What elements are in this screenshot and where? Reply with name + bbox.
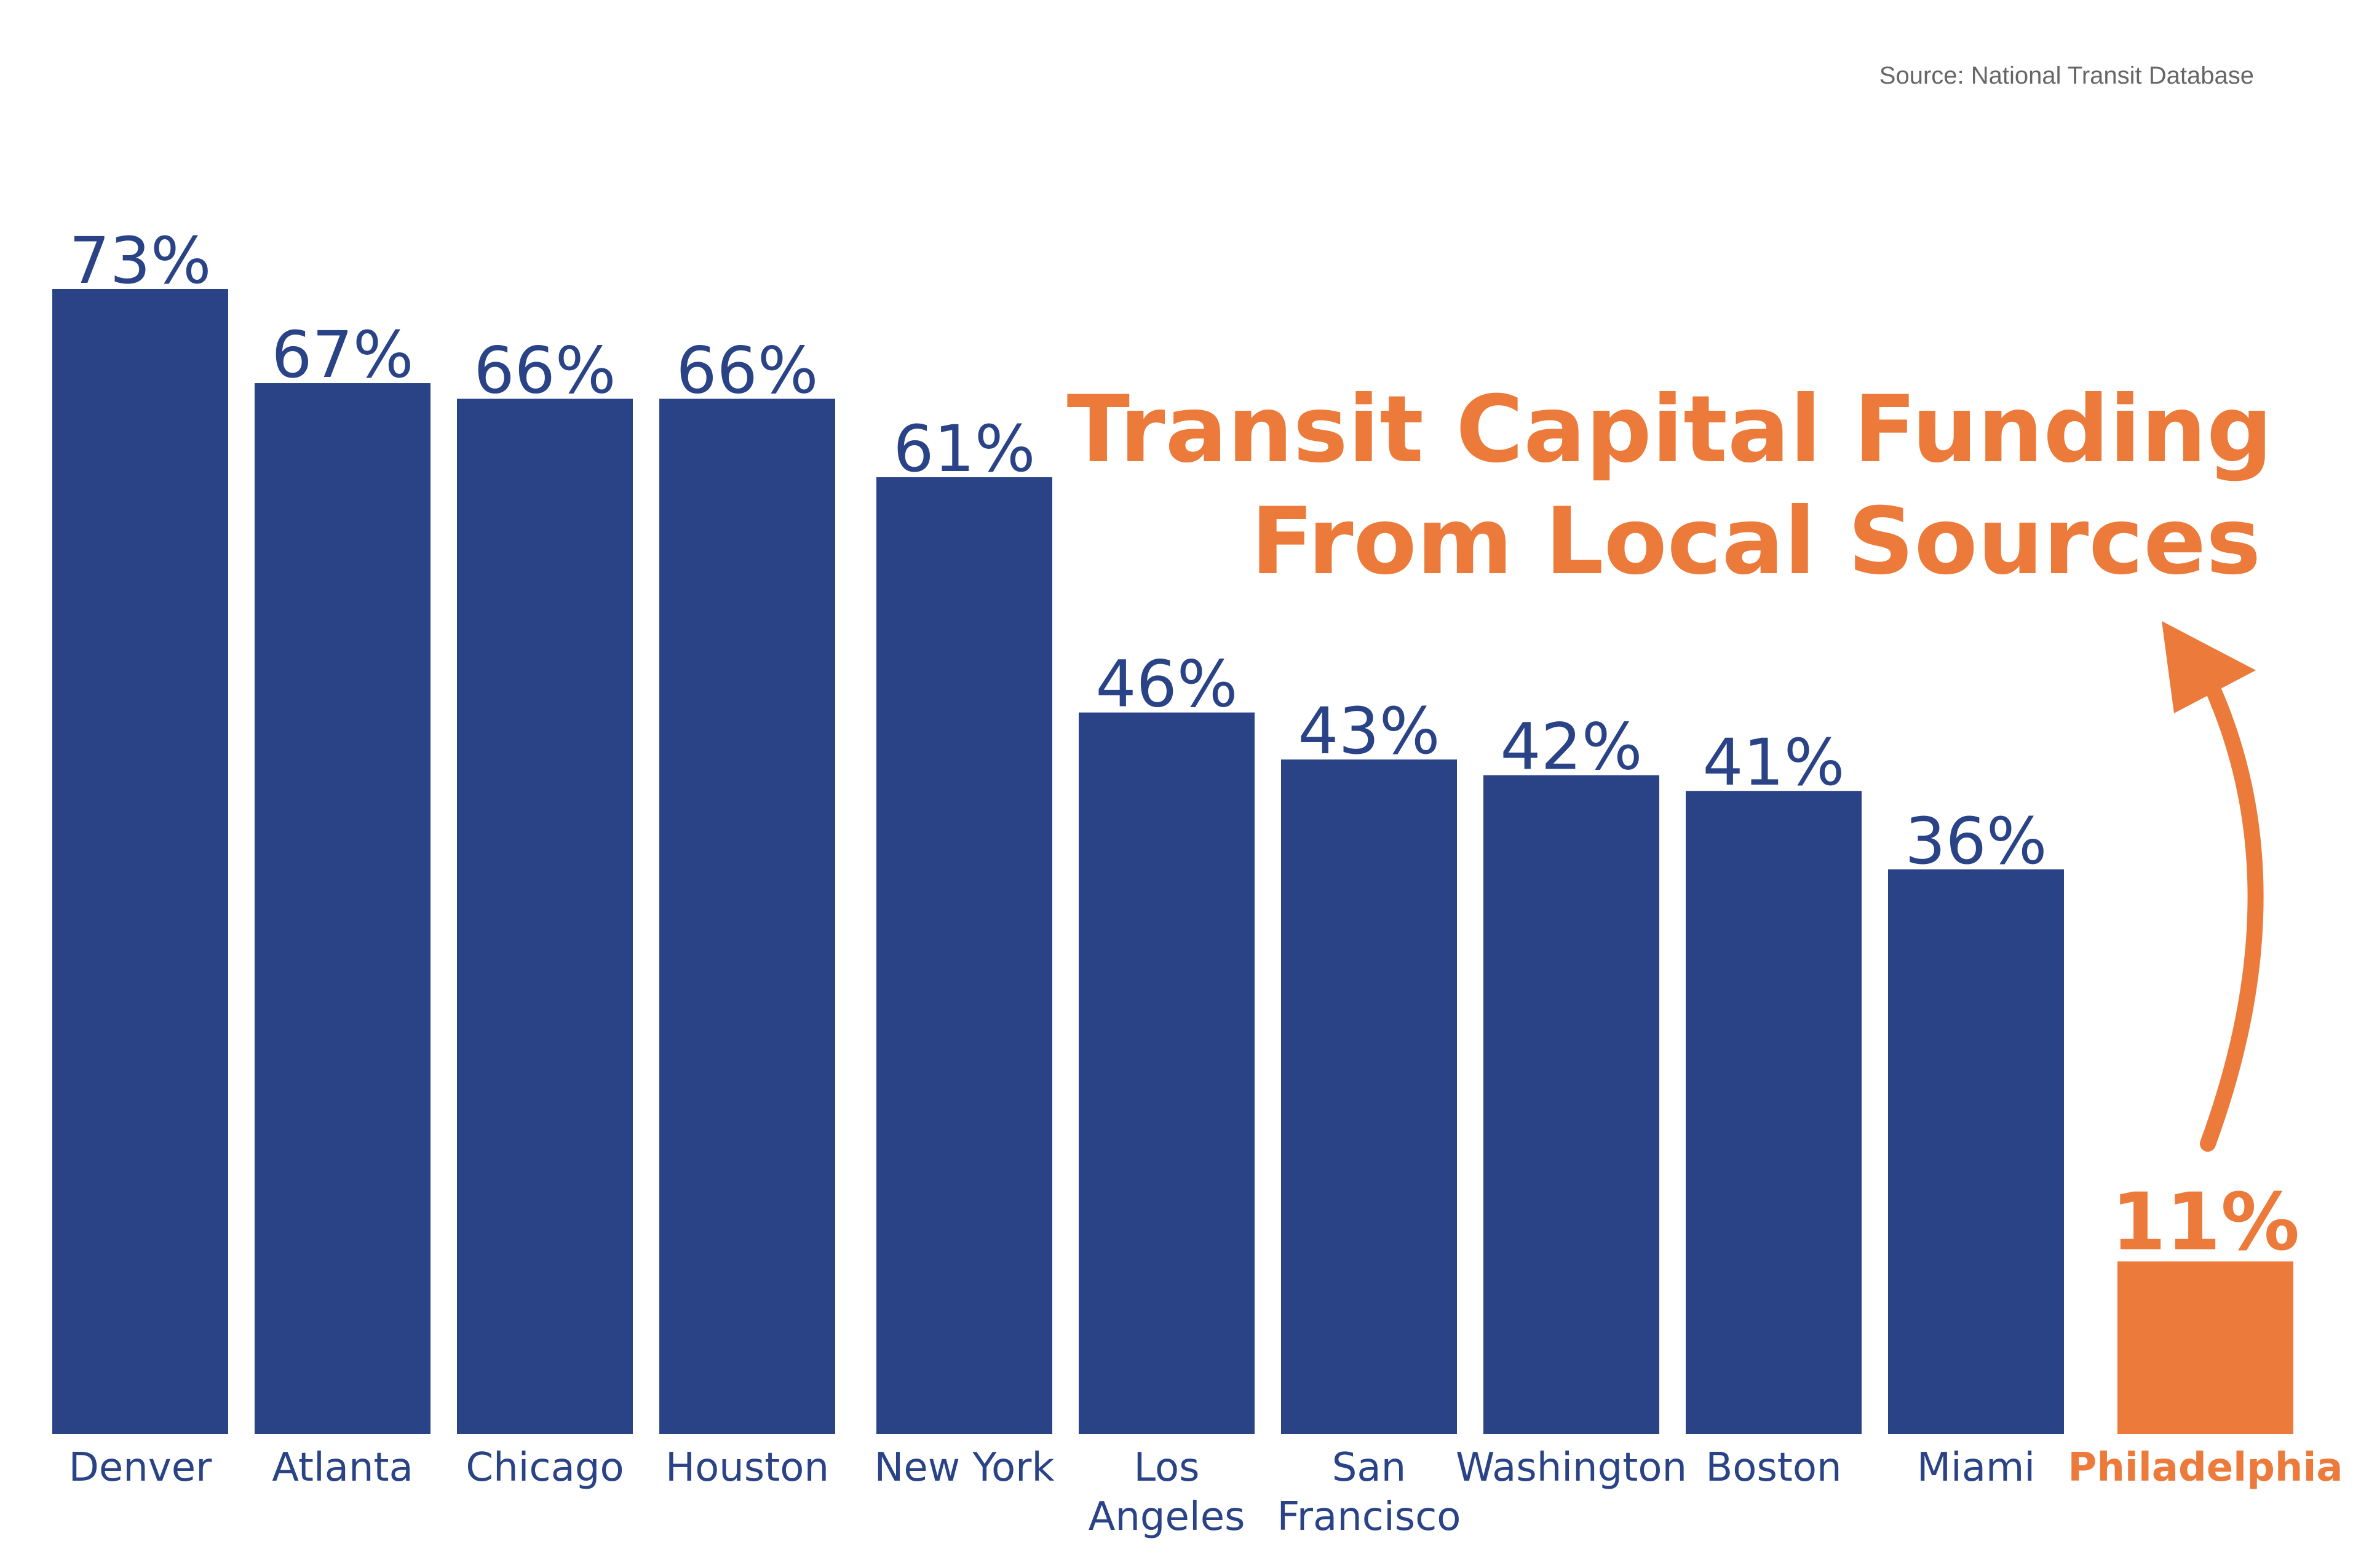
title-line-1: Transit Capital Funding	[1067, 376, 2273, 483]
category-label-houston: Houston	[665, 1445, 829, 1491]
annotation-arrow	[2162, 621, 2264, 1152]
category-label-line: Philadelphia	[2068, 1445, 2343, 1491]
value-label-los-angeles: 46%	[1095, 647, 1237, 722]
category-label-line: Angeles	[1089, 1494, 1245, 1540]
category-label-line: Denver	[69, 1445, 212, 1491]
category-label-new-york: New York	[874, 1445, 1054, 1491]
chart-title: Transit Capital Funding From Local Sourc…	[1067, 376, 2273, 595]
bar-boston	[1686, 791, 1862, 1434]
category-label-boston: Boston	[1705, 1445, 1841, 1491]
category-labels: Denver Atlanta Chicago Houston New York Los An…	[69, 1445, 2343, 1540]
value-label-chicago: 66%	[474, 333, 616, 408]
value-label-new-york: 61%	[893, 411, 1035, 486]
value-label-atlanta: 67%	[271, 317, 413, 392]
source-note: Source: National Transit Database	[1879, 62, 2254, 89]
arrow-up-icon	[2162, 621, 2256, 713]
category-label-line: Washington	[1456, 1445, 1687, 1491]
bar-san-francisco	[1281, 759, 1457, 1434]
category-label-line: Chicago	[466, 1445, 624, 1491]
value-label-washington: 42%	[1500, 710, 1642, 785]
category-label-chicago: Chicago	[466, 1445, 624, 1491]
category-label-line: Atlanta	[272, 1445, 413, 1491]
category-label-miami: Miami	[1917, 1445, 2035, 1491]
value-label-houston: 66%	[676, 333, 818, 408]
category-label-line: Los	[1133, 1445, 1199, 1491]
bar-washington	[1483, 775, 1659, 1434]
value-label-philadelphia: 11%	[2111, 1176, 2299, 1268]
value-label-boston: 41%	[1702, 725, 1844, 800]
category-label-line: Francisco	[1277, 1494, 1461, 1540]
bars	[52, 289, 2293, 1435]
category-label-line: Miami	[1917, 1445, 2035, 1491]
category-label-los-angeles: Los Angeles	[1089, 1445, 1245, 1540]
value-labels: 73% 67% 66% 66% 61% 46% 43% 42% 41% 36% 11%	[69, 223, 2299, 1268]
category-label-philadelphia: Philadelphia	[2068, 1445, 2343, 1491]
bar-miami	[1888, 869, 2064, 1434]
bar-new-york	[876, 477, 1052, 1434]
category-label-washington: Washington	[1456, 1445, 1687, 1491]
bar-houston	[659, 398, 835, 1434]
value-label-san-francisco: 43%	[1298, 694, 1440, 769]
category-label-line: San	[1332, 1445, 1406, 1491]
category-label-san-francisco: San Francisco	[1277, 1445, 1461, 1540]
category-label-line: Houston	[665, 1445, 829, 1491]
category-label-line: Boston	[1705, 1445, 1841, 1491]
bar-los-angeles	[1079, 712, 1255, 1434]
annotation-arrow-shaft	[2200, 684, 2264, 1152]
value-label-denver: 73%	[69, 223, 211, 298]
category-label-denver: Denver	[69, 1445, 212, 1491]
bar-philadelphia	[2117, 1261, 2293, 1434]
bar-denver	[52, 289, 228, 1434]
category-label-atlanta: Atlanta	[272, 1445, 413, 1491]
category-label-line: New York	[874, 1445, 1054, 1491]
value-label-miami: 36%	[1905, 804, 2047, 879]
title-line-2: From Local Sources	[1251, 488, 2261, 595]
bar-chicago	[457, 398, 633, 1434]
bar-atlanta	[255, 383, 431, 1435]
